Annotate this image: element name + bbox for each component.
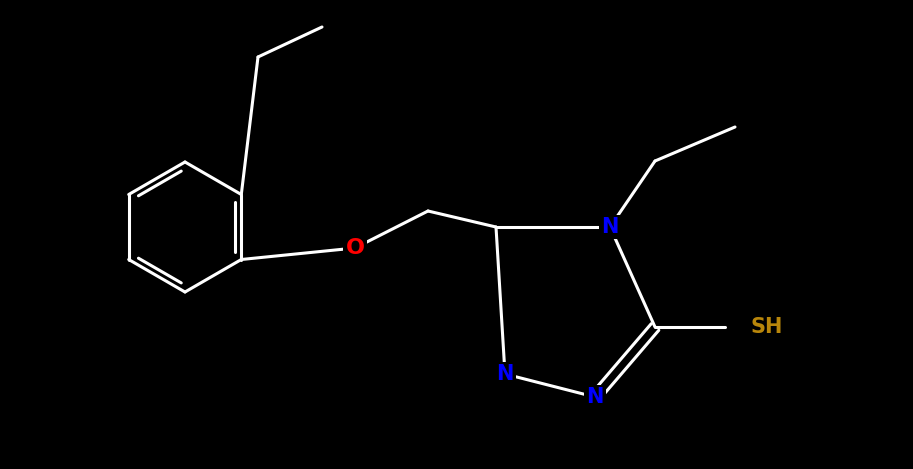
Text: N: N (586, 387, 603, 407)
Text: N: N (497, 364, 514, 384)
Text: SH: SH (750, 317, 782, 337)
Text: N: N (602, 217, 619, 237)
Text: O: O (345, 238, 364, 258)
